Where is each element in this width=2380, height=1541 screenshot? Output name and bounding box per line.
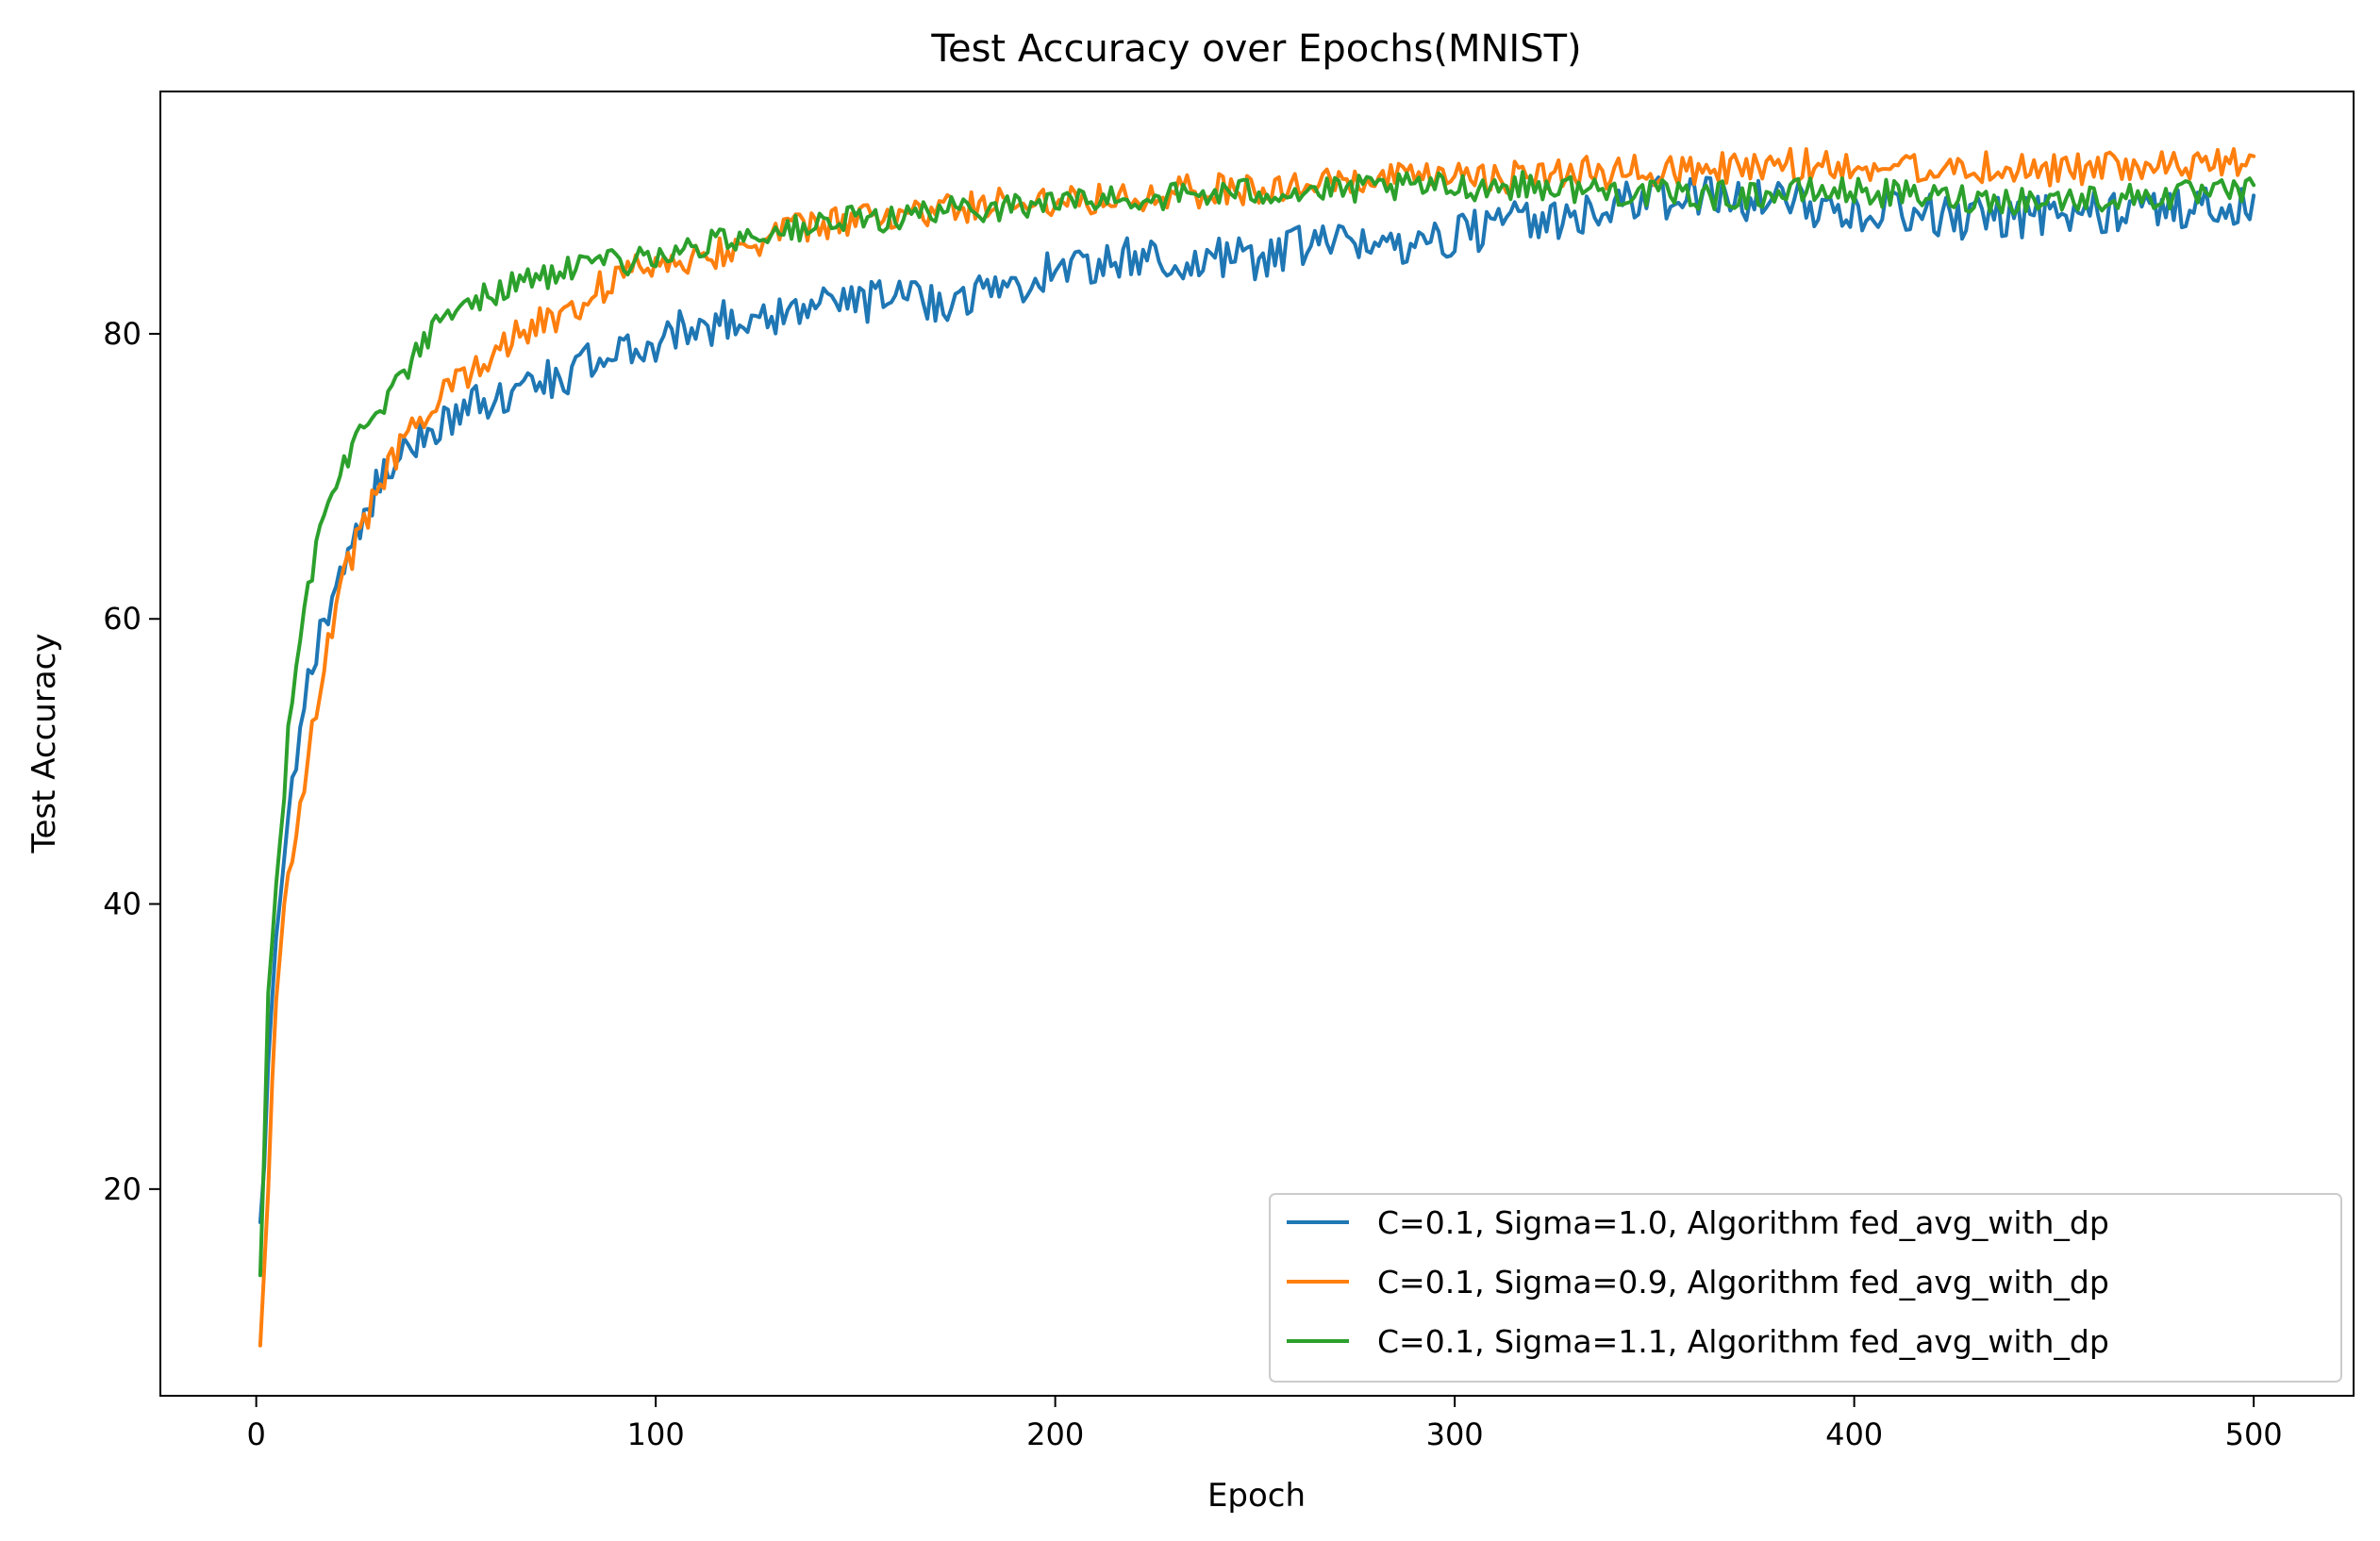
x-tick-label: 500 [2225, 1417, 2283, 1452]
legend: C=0.1, Sigma=1.0, Algorithm fed_avg_with… [1269, 1193, 2342, 1383]
y-tick-label: 20 [103, 1171, 141, 1207]
legend-label-sigma-1-1: C=0.1, Sigma=1.1, Algorithm fed_avg_with… [1377, 1323, 2109, 1360]
legend-box [1269, 1193, 2342, 1383]
x-tick-label: 0 [246, 1417, 265, 1452]
series-line-1 [258, 175, 2256, 1224]
x-tick-label: 300 [1426, 1417, 1484, 1452]
x-tick-label: 200 [1026, 1417, 1084, 1452]
x-axis-label: Epoch [1207, 1477, 1306, 1515]
y-axis-label: Test Accuracy [25, 634, 63, 854]
y-tick-label: 40 [103, 886, 141, 922]
x-axis-ticks: 0 100 200 300 400 500 [246, 1396, 2283, 1452]
legend-label-sigma-1-0: C=0.1, Sigma=1.0, Algorithm fed_avg_with… [1377, 1204, 2109, 1241]
legend-label-sigma-0-9: C=0.1, Sigma=0.9, Algorithm fed_avg_with… [1377, 1264, 2109, 1301]
x-tick-label: 400 [1825, 1417, 1883, 1452]
y-tick-label: 80 [103, 316, 141, 352]
x-tick-label: 100 [627, 1417, 685, 1452]
plot-area-frame [159, 91, 2355, 1397]
series-layer [258, 146, 2256, 1348]
y-tick-label: 60 [103, 601, 141, 637]
y-axis-ticks: 20 40 60 80 [103, 316, 160, 1207]
chart-title: Test Accuracy over Epochs(MNIST) [930, 27, 1581, 71]
series-line-3 [258, 170, 2256, 1278]
